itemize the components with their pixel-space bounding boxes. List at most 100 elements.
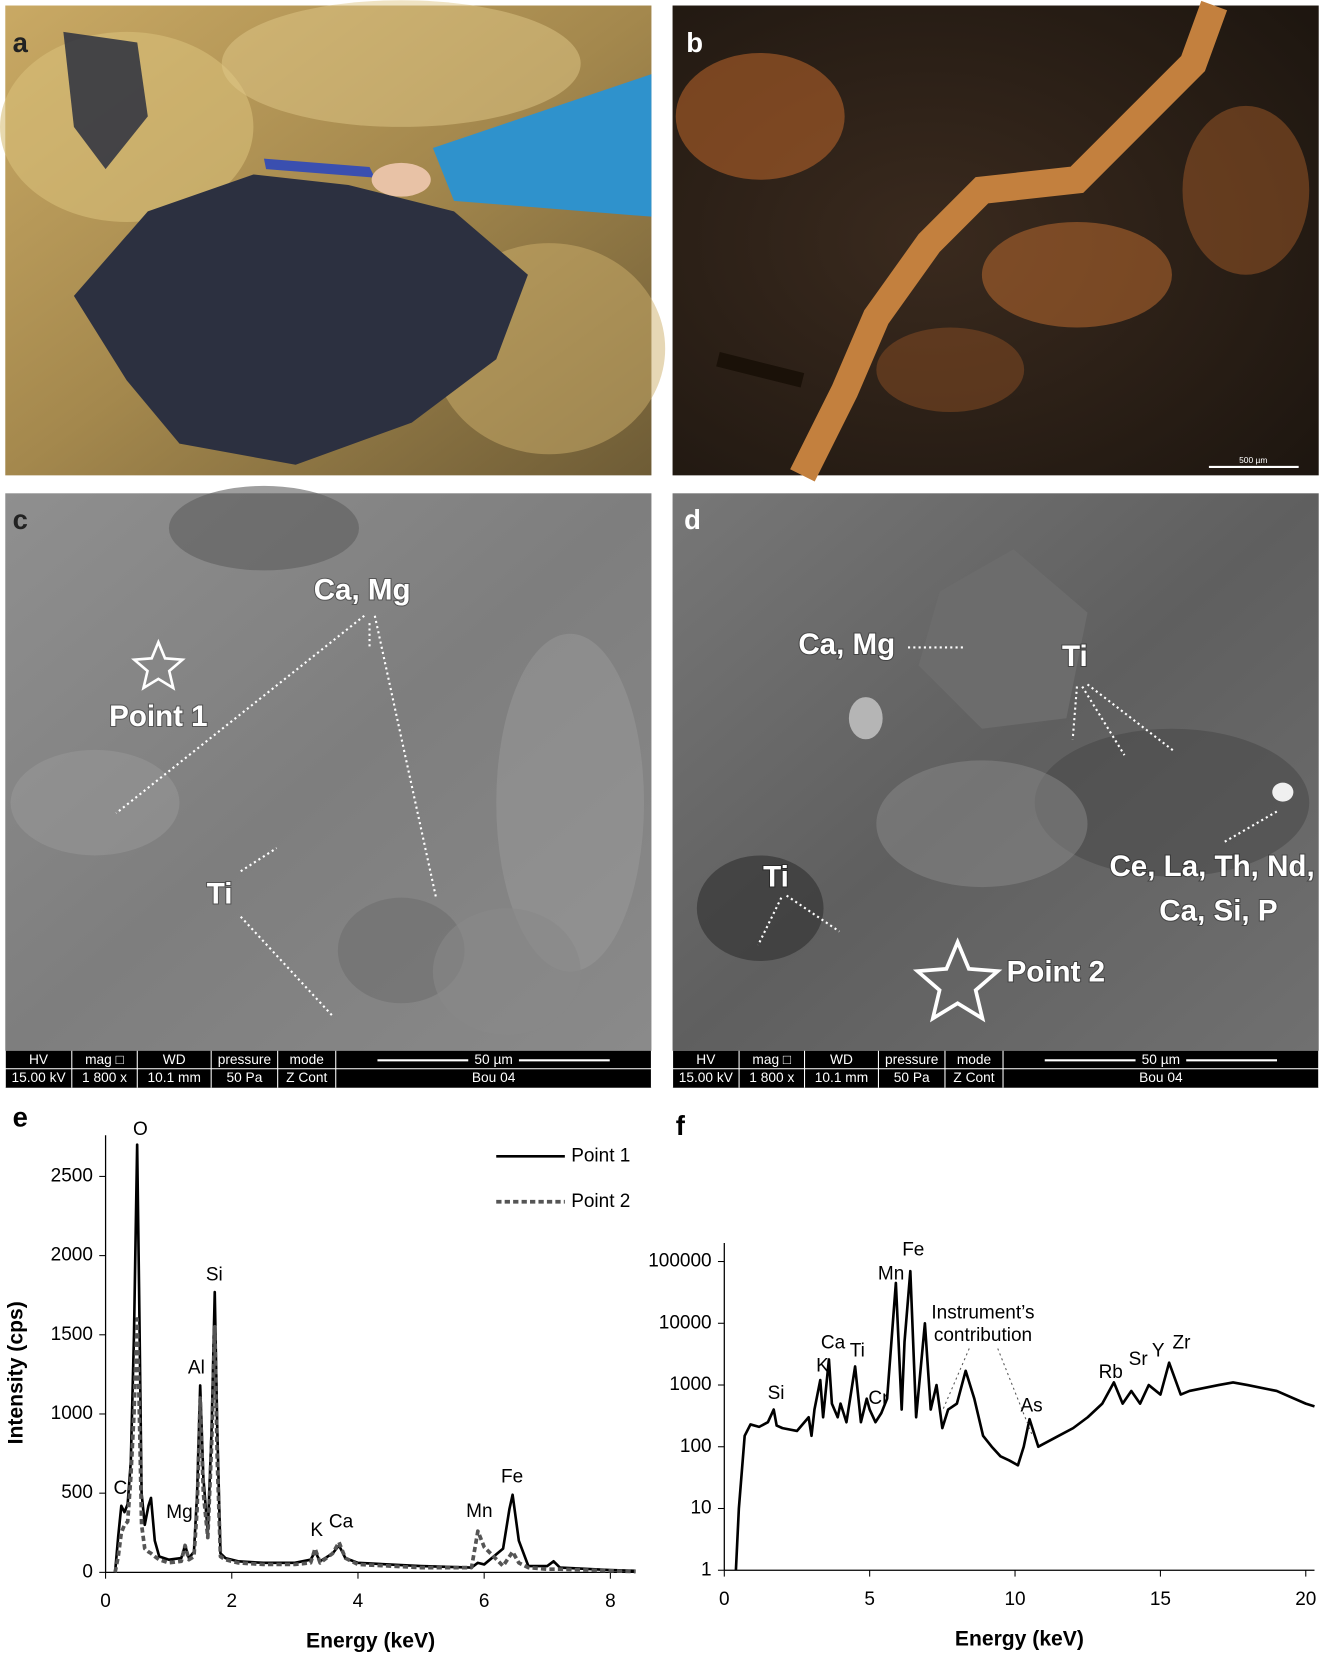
info-value: 10.1 mm bbox=[148, 1070, 201, 1085]
peak-label: Fe bbox=[902, 1239, 924, 1260]
leader-line bbox=[785, 894, 840, 933]
y-tick-label: 1000 bbox=[51, 1403, 93, 1424]
info-header: HV bbox=[696, 1052, 716, 1067]
peak-label: Mg bbox=[166, 1502, 192, 1523]
panel-label: c bbox=[13, 504, 28, 535]
peak-label: C bbox=[113, 1478, 127, 1499]
x-tick-label: 4 bbox=[353, 1591, 364, 1612]
y-tick-label: 1000 bbox=[669, 1374, 711, 1395]
info-value: 1 800 x bbox=[82, 1070, 127, 1085]
x-tick-label: 2 bbox=[226, 1591, 237, 1612]
photo-a bbox=[0, 0, 666, 476]
scale-label-bg bbox=[468, 1052, 519, 1068]
legend-label: Point 2 bbox=[571, 1191, 630, 1212]
sem-d bbox=[672, 493, 1319, 1051]
x-tick-label: 0 bbox=[719, 1589, 730, 1610]
y-tick-label: 100000 bbox=[648, 1251, 711, 1272]
peak-label: Fe bbox=[501, 1466, 523, 1487]
y-tick-label: 1500 bbox=[51, 1324, 93, 1345]
y-tick-label: 1 bbox=[701, 1559, 712, 1580]
chart-label: f bbox=[676, 1110, 686, 1141]
annotation: Ti bbox=[207, 877, 233, 910]
x-tick-label: 10 bbox=[1004, 1589, 1025, 1610]
photo-b bbox=[672, 0, 1319, 482]
sample-label: Bou 04 bbox=[472, 1070, 516, 1085]
peak-label: O bbox=[133, 1119, 148, 1140]
peak-label: As bbox=[1020, 1396, 1042, 1417]
y-tick-label: 500 bbox=[61, 1482, 93, 1503]
spectrum-line bbox=[734, 1269, 1315, 1571]
leader-line bbox=[240, 847, 278, 873]
peak-label: Ca bbox=[329, 1512, 354, 1533]
scale-label: 50 µm bbox=[1142, 1052, 1180, 1067]
info-header: WD bbox=[163, 1052, 186, 1067]
panel-label: d bbox=[684, 504, 701, 535]
peak-label: Instrument’s bbox=[931, 1303, 1034, 1324]
info-header: mode bbox=[957, 1052, 992, 1067]
annotation: Ca, Mg bbox=[314, 573, 411, 606]
annotation: Point 1 bbox=[109, 700, 207, 733]
sem-c bbox=[5, 485, 652, 1051]
spectrum-line bbox=[113, 1317, 636, 1574]
peak-label: Zr bbox=[1172, 1332, 1191, 1353]
peak-label: Ti bbox=[850, 1341, 865, 1362]
point-marker bbox=[912, 937, 1003, 1023]
sample-label: Bou 04 bbox=[1139, 1070, 1183, 1085]
peak-label: contribution bbox=[934, 1325, 1032, 1346]
leader-line bbox=[1071, 686, 1078, 740]
y-axis-title: Intensity (cps) bbox=[4, 1301, 27, 1444]
info-value: 1 800 x bbox=[749, 1070, 794, 1085]
y-tick-label: 100 bbox=[680, 1436, 712, 1457]
annotation: Ti bbox=[1062, 640, 1088, 673]
scale-label: 50 µm bbox=[474, 1052, 512, 1067]
leader-line bbox=[239, 915, 334, 1017]
y-tick-label: 10000 bbox=[659, 1312, 712, 1333]
peak-label: Rb bbox=[1099, 1362, 1123, 1383]
info-header: pressure bbox=[885, 1052, 939, 1067]
scale-bar-label: 500 µm bbox=[1239, 455, 1267, 465]
peak-label: Y bbox=[1152, 1341, 1165, 1362]
peak-label: Si bbox=[768, 1383, 785, 1404]
info-header: WD bbox=[830, 1052, 853, 1067]
info-value: Z Cont bbox=[286, 1070, 327, 1085]
leader-line bbox=[115, 614, 365, 815]
info-header: pressure bbox=[218, 1052, 272, 1067]
leader-line bbox=[757, 897, 783, 946]
y-tick-label: 2000 bbox=[51, 1245, 93, 1266]
peak-label: Cr bbox=[868, 1388, 889, 1409]
x-tick-label: 20 bbox=[1295, 1589, 1316, 1610]
x-axis-title: Energy (keV) bbox=[306, 1630, 435, 1653]
info-value: 50 Pa bbox=[226, 1070, 262, 1085]
annotation: Point 2 bbox=[1007, 956, 1105, 989]
peak-label: K bbox=[816, 1355, 829, 1376]
panel-label: a bbox=[13, 27, 29, 58]
annotation: Ti bbox=[763, 860, 789, 893]
leader-line bbox=[373, 615, 438, 898]
info-value: 50 Pa bbox=[894, 1070, 930, 1085]
info-value: 15.00 kV bbox=[11, 1070, 66, 1085]
peak-label: K bbox=[310, 1520, 323, 1541]
x-tick-label: 0 bbox=[100, 1591, 111, 1612]
peak-label: Ca bbox=[821, 1332, 846, 1353]
info-header: mag □ bbox=[85, 1052, 124, 1067]
y-tick-label: 2500 bbox=[51, 1165, 93, 1186]
annotation: Ca, Si, P bbox=[1159, 894, 1277, 927]
leader-line bbox=[942, 1348, 970, 1410]
chart-label: e bbox=[13, 1102, 28, 1133]
legend-label: Point 1 bbox=[571, 1145, 630, 1166]
x-axis-title: Energy (keV) bbox=[955, 1628, 1084, 1651]
scale-label-bg bbox=[1135, 1052, 1187, 1068]
x-tick-label: 5 bbox=[864, 1589, 875, 1610]
annotation: Ca, Mg bbox=[798, 628, 895, 661]
info-header: mode bbox=[290, 1052, 325, 1067]
annotation: Ce, La, Th, Nd, bbox=[1109, 850, 1314, 883]
peak-label: Mn bbox=[466, 1501, 492, 1522]
peak-label: Si bbox=[206, 1265, 223, 1286]
point-marker bbox=[131, 638, 186, 691]
peak-label: Al bbox=[188, 1358, 205, 1379]
x-tick-label: 6 bbox=[479, 1591, 490, 1612]
y-tick-label: 10 bbox=[690, 1498, 711, 1519]
x-tick-label: 8 bbox=[605, 1591, 616, 1612]
